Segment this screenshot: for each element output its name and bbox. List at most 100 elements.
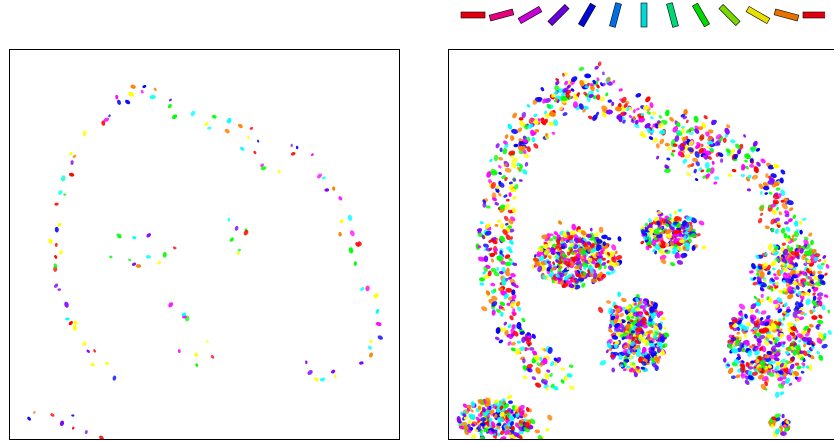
orientation-dot	[544, 373, 550, 380]
orientation-dot	[365, 285, 370, 292]
orientation-dot	[592, 272, 598, 280]
orientation-dot	[653, 229, 661, 235]
orientation-dot	[808, 232, 813, 237]
orientation-dot	[490, 267, 497, 273]
orientation-dot	[680, 113, 685, 118]
orientation-dot	[526, 104, 531, 108]
orientation-color-legend	[455, 0, 828, 32]
orientation-dot	[491, 295, 498, 301]
orientation-dot	[237, 248, 241, 252]
orientation-dot	[518, 430, 524, 435]
orientation-dot	[771, 278, 775, 283]
orientation-dot	[735, 374, 741, 379]
orientation-dot	[659, 138, 665, 145]
orientation-dot	[816, 301, 823, 306]
orientation-dot	[510, 409, 514, 414]
orientation-dot	[520, 418, 525, 422]
orientation-dot	[651, 358, 655, 363]
orientation-dot	[772, 419, 777, 425]
orientation-dot	[755, 148, 761, 152]
orientation-dot	[558, 260, 563, 265]
orientation-dot	[640, 229, 646, 236]
orientation-dot	[463, 416, 468, 420]
orientation-dot	[639, 305, 645, 309]
orientation-dot	[519, 120, 525, 127]
orientation-dot	[785, 420, 790, 425]
orientation-dot	[737, 148, 742, 155]
orientation-dot	[132, 236, 137, 240]
orientation-dot	[60, 175, 66, 182]
orientation-dot	[632, 109, 636, 114]
orientation-dot	[511, 282, 516, 287]
orientation-dot	[641, 321, 647, 326]
orientation-dot	[602, 71, 605, 76]
orientation-dot	[735, 339, 741, 346]
orientation-dot	[761, 376, 769, 382]
orientation-dot	[687, 164, 692, 168]
orientation-dot	[785, 226, 791, 232]
legend-bar	[691, 2, 711, 28]
orientation-dot	[657, 122, 664, 129]
orientation-dot	[569, 364, 574, 368]
orientation-dot	[456, 416, 461, 422]
orientation-dot	[635, 327, 643, 333]
orientation-dot	[54, 202, 59, 206]
orientation-dot	[725, 148, 731, 154]
orientation-dot	[707, 129, 714, 134]
orientation-dot	[653, 335, 659, 340]
orientation-dot	[477, 399, 483, 405]
orientation-dot	[778, 289, 783, 294]
orientation-dot	[652, 302, 658, 310]
orientation-dot	[482, 199, 487, 204]
orientation-dot	[375, 321, 382, 327]
orientation-dot	[757, 218, 763, 224]
orientation-dot	[558, 220, 562, 225]
orientation-dot	[600, 82, 604, 87]
orientation-dot	[108, 114, 111, 118]
orientation-dot	[334, 374, 337, 378]
orientation-dot	[504, 176, 508, 182]
orientation-dot	[565, 92, 570, 99]
orientation-dot	[796, 365, 802, 370]
orientation-dot	[537, 265, 543, 273]
orientation-dot	[634, 123, 640, 129]
orientation-dot	[596, 84, 600, 89]
orientation-dot	[776, 269, 782, 277]
orientation-dot	[101, 120, 106, 126]
orientation-dot	[522, 169, 528, 175]
orientation-dot	[787, 286, 793, 292]
orientation-dot	[550, 251, 556, 255]
orientation-dot	[771, 209, 777, 215]
orientation-dot	[515, 348, 521, 356]
orientation-dot	[717, 152, 724, 158]
orientation-dot	[535, 367, 541, 375]
orientation-dot	[672, 229, 680, 235]
orientation-dot	[642, 308, 647, 313]
orientation-dot	[682, 136, 686, 142]
orientation-dot	[812, 270, 816, 276]
orientation-dot	[752, 371, 758, 376]
orientation-dot	[550, 383, 555, 388]
orientation-dot	[503, 163, 508, 167]
orientation-dot	[57, 288, 61, 291]
orientation-dot	[532, 350, 538, 356]
orientation-dot	[638, 117, 644, 123]
orientation-dot	[794, 362, 800, 366]
orientation-dot	[554, 242, 561, 249]
orientation-dot	[619, 312, 625, 318]
orientation-dot	[601, 273, 607, 279]
orientation-dot	[347, 214, 353, 221]
orientation-dot	[547, 414, 553, 421]
orientation-dot	[508, 218, 514, 225]
orientation-dot	[784, 210, 790, 215]
orientation-dot	[670, 262, 676, 267]
orientation-dot	[660, 217, 666, 224]
orientation-dot	[822, 255, 827, 259]
orientation-dot	[698, 148, 705, 154]
orientation-dot	[816, 296, 823, 301]
orientation-dot	[755, 308, 759, 313]
orientation-dot	[749, 345, 753, 349]
orientation-dot	[614, 340, 620, 345]
orientation-dot	[772, 244, 777, 248]
orientation-dot	[742, 347, 746, 352]
